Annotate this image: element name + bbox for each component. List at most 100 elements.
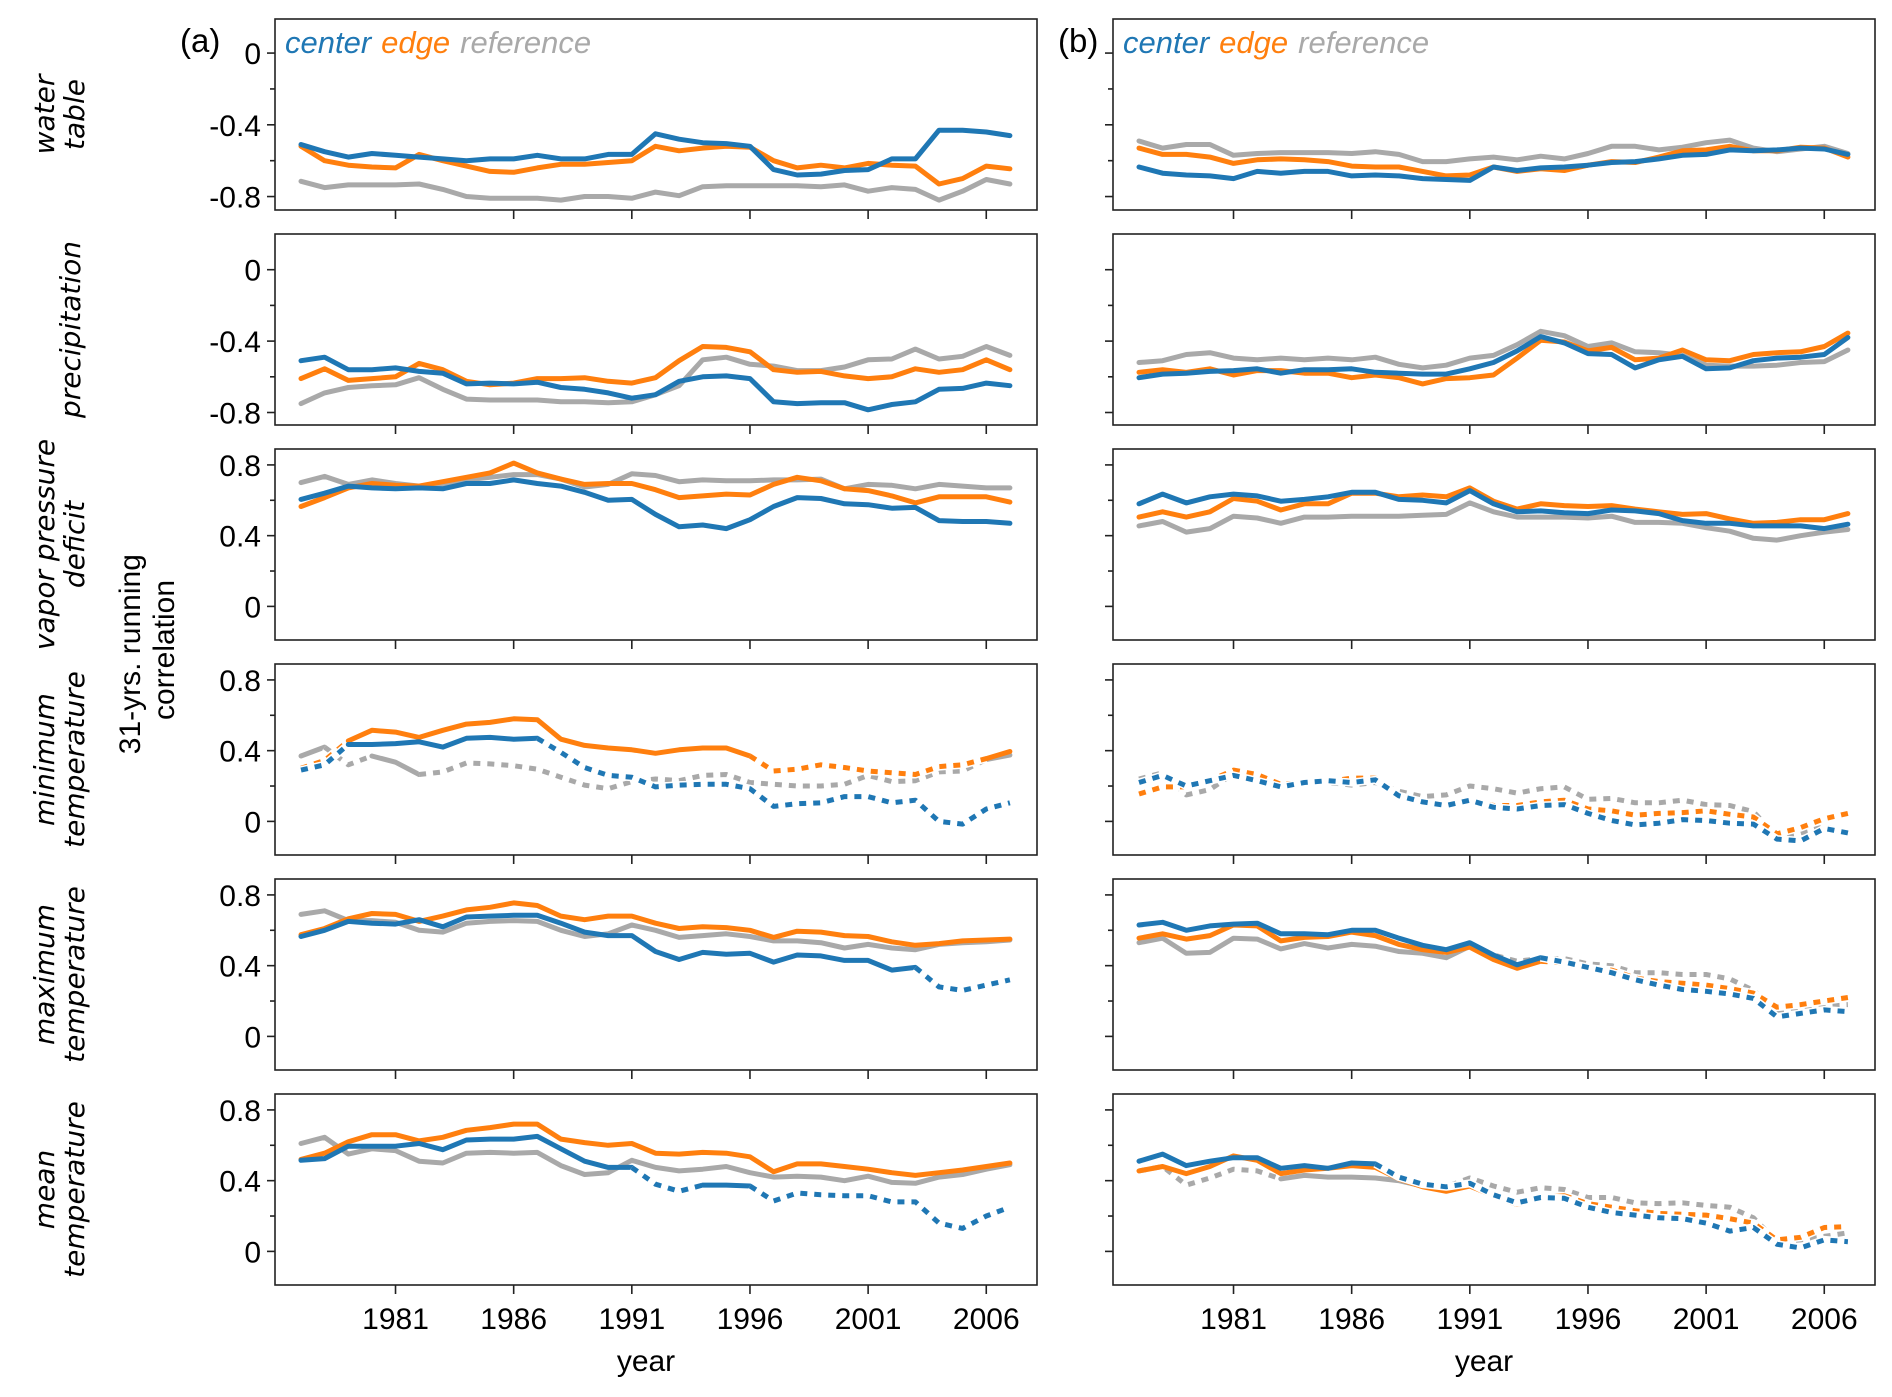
center-point (393, 365, 398, 370)
center-point (724, 526, 729, 531)
edge-point (558, 1137, 563, 1142)
center-point (1007, 133, 1012, 138)
edge-point (629, 1141, 634, 1146)
edge-point (984, 494, 989, 499)
center-point (889, 156, 894, 161)
center-point (1207, 173, 1212, 178)
center-line-dashed (1540, 955, 1849, 1020)
center-point (1538, 1195, 1543, 1200)
series-group (298, 127, 1013, 203)
edge-point (1656, 811, 1661, 816)
edge-point (535, 1122, 540, 1127)
center-point (629, 497, 634, 502)
edge-point (700, 344, 705, 349)
series-reference (1136, 500, 1851, 543)
plot-area (1113, 234, 1875, 425)
reference-point (1184, 951, 1189, 956)
center-point (1160, 920, 1165, 925)
edge-point (558, 162, 563, 167)
reference-point (1255, 1168, 1260, 1173)
center-point (1420, 498, 1425, 503)
reference-point (771, 782, 776, 787)
edge-point (937, 370, 942, 375)
center-line (345, 734, 540, 750)
reference-point (440, 930, 445, 935)
reference-point (1373, 514, 1378, 519)
center-point (299, 142, 304, 147)
center-point (724, 373, 729, 378)
center-point (677, 379, 682, 384)
series-center (1136, 145, 1851, 183)
center-point (937, 128, 942, 133)
row-label: precipitation (54, 241, 87, 419)
edge-point (346, 378, 351, 383)
edge-point (937, 494, 942, 499)
edge-point (700, 146, 705, 151)
center-point (842, 1193, 847, 1198)
reference-point (346, 1152, 351, 1157)
edge-point (511, 170, 516, 175)
reference-point (1845, 1002, 1850, 1007)
plot-area (1113, 449, 1875, 640)
center-point (1467, 940, 1472, 945)
reference-point (1007, 181, 1012, 186)
edge-point (1609, 503, 1614, 508)
y-tick-label: 0.4 (219, 1166, 261, 1199)
edge-point (653, 375, 658, 380)
reference-point (1467, 356, 1472, 361)
series-group (1136, 328, 1851, 387)
center-point (1207, 1159, 1212, 1164)
plot-area (275, 664, 1037, 855)
center-point (346, 1144, 351, 1149)
edge-point (1160, 509, 1165, 514)
center-point (960, 519, 965, 524)
edge-point (1775, 350, 1780, 355)
center-point (606, 1165, 611, 1170)
reference-point (1609, 1195, 1614, 1200)
center-point (866, 167, 871, 172)
center-point (747, 786, 752, 791)
reference-point (1727, 803, 1732, 808)
center-point (795, 801, 800, 806)
center-point (1349, 1160, 1354, 1165)
reference-point (1278, 150, 1283, 155)
edge-point (1704, 357, 1709, 362)
series-center (298, 354, 1013, 413)
reference-point (1822, 359, 1827, 364)
edge-point (1137, 146, 1142, 151)
center-point (1373, 370, 1378, 375)
edge-point (653, 144, 658, 149)
reference-point (606, 1170, 611, 1175)
panel-frame (274, 1093, 1038, 1286)
edge-point (488, 169, 493, 174)
reference-point (1184, 1183, 1189, 1188)
legend-item-edge: edge (1219, 25, 1288, 60)
reference-point (1278, 356, 1283, 361)
panel-frame (1112, 878, 1876, 1071)
series-center (1136, 488, 1851, 532)
center-point (346, 919, 351, 924)
reference-point (1656, 1201, 1661, 1206)
reference-point (1137, 940, 1142, 945)
center-point (1255, 778, 1260, 783)
edge-point (937, 1170, 942, 1175)
center-point (1727, 821, 1732, 826)
reference-point (842, 364, 847, 369)
center-point (393, 741, 398, 746)
reference-line (1136, 500, 1851, 543)
reference-point (960, 484, 965, 489)
y-tick-label: 0.8 (219, 1095, 261, 1128)
edge-point (440, 728, 445, 733)
row-label: minimumtemperature (28, 671, 91, 848)
reference-point (842, 1178, 847, 1183)
reference-point (1751, 364, 1756, 369)
reference-point (724, 931, 729, 936)
reference-point (1420, 159, 1425, 164)
reference-point (1585, 151, 1590, 156)
center-point (913, 798, 918, 803)
center-point (299, 768, 304, 773)
plot-area (275, 879, 1037, 1070)
reference-point (677, 1168, 682, 1173)
reference-point (511, 472, 516, 477)
reference-point (1396, 362, 1401, 367)
